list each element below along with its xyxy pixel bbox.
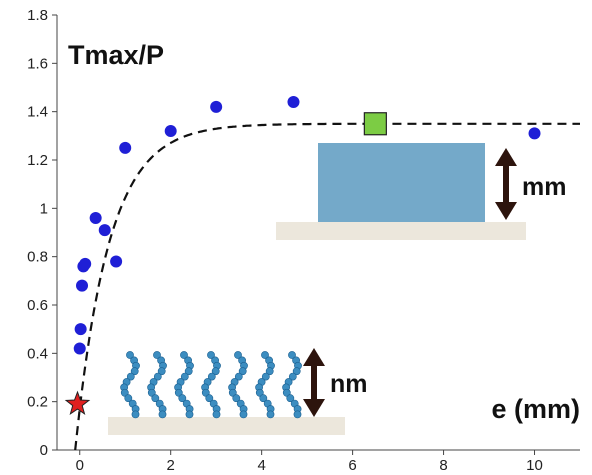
mm-substrate [276,222,526,240]
chain-bead [184,367,193,376]
chain-bead [259,394,268,403]
chain-bead [153,372,162,381]
chain-bead [232,394,241,403]
square-marker [363,112,387,136]
data-point [79,257,92,270]
chain-bead [205,394,214,403]
chain-bead [282,388,291,397]
chain-bead [147,388,156,397]
data-point [76,279,89,292]
chain-bead [207,372,216,381]
chain-bead [261,351,269,359]
chain-bead [266,410,275,419]
chain-bead [158,410,167,419]
y-ticks: 0 0.2 0.4 0.6 0.8 1 1.2 1.4 1.6 1.8 [27,7,57,459]
nm-illustration: nm [108,348,368,435]
chain-bead [212,410,221,419]
data-points [64,96,541,415]
chain-bead [234,351,242,359]
y-tick-label: 1.4 [27,104,48,121]
chain-bead [174,388,183,397]
data-point [98,224,111,237]
data-point [210,100,223,113]
chain-bead [126,372,135,381]
y-tick-label: 0 [40,442,48,459]
y-tick-label: 0.4 [27,345,48,362]
chain-bead [131,410,140,419]
chain-bead [178,394,187,403]
nm-substrate [108,417,345,435]
nm-label: nm [330,370,368,398]
chain-bead [238,367,247,376]
y-tick-label: 0.6 [27,297,48,314]
fit-curve [74,122,580,451]
chain-bead [126,351,134,359]
mm-double-arrow [495,148,517,220]
y-tick-label: 0.8 [27,249,48,266]
chain-bead [151,394,160,403]
chain-bead [293,410,302,419]
chain-bead [286,394,295,403]
chain-bead [228,388,237,397]
molecular-chains [120,351,302,419]
x-tick-label: 6 [348,457,356,474]
mm-label: mm [522,173,566,201]
y-tick-label: 1.6 [27,55,48,72]
y-tick-label: 1 [40,200,48,217]
y-tick-label: 1.2 [27,152,48,169]
chain-bead [180,351,188,359]
data-point [74,323,87,336]
x-ticks: 0 2 4 6 8 10 [76,450,543,474]
chain-bead [288,372,297,381]
chain-bead [292,367,301,376]
chain-bead [211,367,220,376]
chain-bead [153,351,161,359]
x-tick-label: 0 [76,457,84,474]
x-axis-label: e (mm) [491,394,580,424]
x-tick-label: 4 [257,457,265,474]
data-point [110,255,123,268]
chain-bead [120,388,129,397]
chain-bead [255,388,264,397]
chain-bead [265,367,274,376]
mm-thick-block [318,143,485,222]
data-point [164,125,177,137]
data-point [287,96,300,108]
data-point [119,141,132,154]
chain-bead [234,372,243,381]
chain-bead [180,372,189,381]
chain-bead [157,367,166,376]
mm-illustration: mm [276,143,566,240]
chart-title: Tmax/P [68,40,164,70]
chain-bead [288,351,296,359]
chain-bead [130,367,139,376]
chain-bead [185,410,194,419]
x-tick-label: 2 [167,457,175,474]
data-point [528,127,541,140]
chain-bead [201,388,210,397]
chain-bead [124,394,133,403]
chain-bead [239,410,248,419]
nm-double-arrow [303,348,325,417]
y-tick-label: 0.2 [27,394,48,411]
data-point [73,342,86,355]
x-tick-label: 8 [439,457,447,474]
y-tick-label: 1.8 [27,7,48,24]
data-point [89,212,102,224]
star-marker [64,390,91,415]
chain-bead [261,372,270,381]
chain-bead [207,351,215,359]
x-tick-label: 10 [526,457,543,474]
